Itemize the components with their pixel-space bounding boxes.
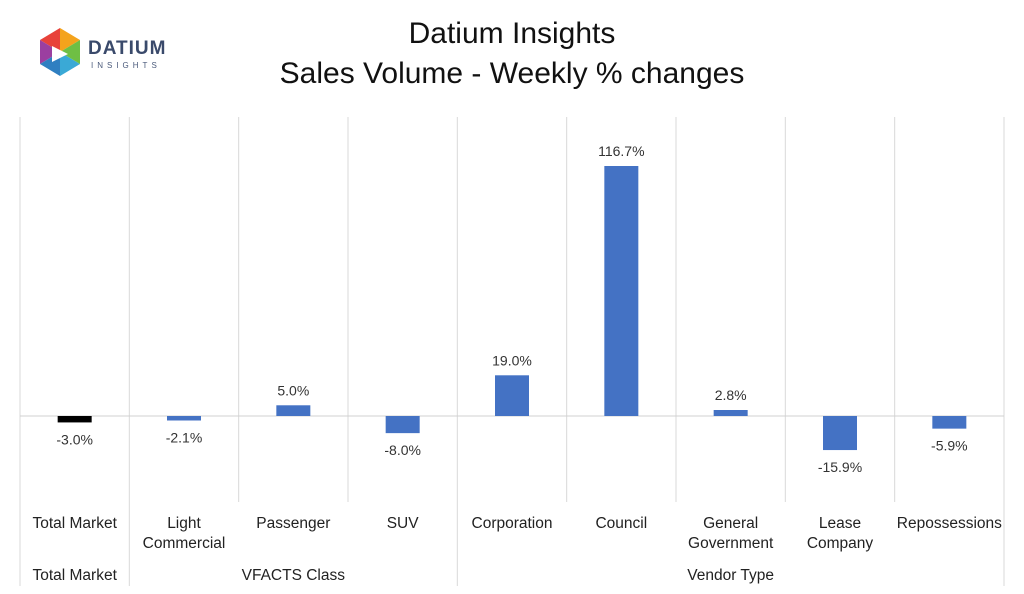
- category-label: Passenger: [256, 515, 330, 532]
- data-label: -2.1%: [166, 429, 203, 445]
- category-label: Corporation: [472, 515, 553, 532]
- datium-logo-icon: [40, 28, 80, 76]
- data-label: -3.0%: [56, 431, 93, 447]
- data-label: 2.8%: [715, 387, 747, 403]
- data-label: 116.7%: [598, 143, 644, 159]
- group-label: Total Market: [32, 567, 117, 584]
- bars: [57, 166, 967, 451]
- data-label: -15.9%: [818, 459, 862, 475]
- bar: [57, 416, 92, 423]
- category-label: SUV: [387, 515, 420, 532]
- data-label: 19.0%: [492, 352, 532, 368]
- data-labels: -3.0% -2.1% 5.0% -8.0% 19.0% 116.7% 2.8% -15.9%…: [56, 143, 967, 475]
- bar: [495, 375, 529, 416]
- category-label: Total Market: [32, 515, 117, 532]
- category-label: Commercial: [143, 535, 226, 552]
- bar: [276, 405, 311, 416]
- category-label: Repossessions: [897, 515, 1002, 532]
- chart-title: Datium Insights: [408, 17, 616, 50]
- category-labels: Total Market Light Commercial Passenger SUV C…: [32, 515, 1002, 552]
- logo-submark: INSIGHTS: [91, 61, 161, 70]
- group-label: Vendor Type: [687, 567, 774, 584]
- category-label: Light: [167, 515, 201, 532]
- bar: [713, 410, 748, 416]
- category-label: Council: [595, 515, 647, 532]
- category-label: Company: [807, 535, 874, 552]
- category-label: General: [703, 515, 758, 532]
- group-labels: Total Market VFACTS Class Vendor Type: [32, 567, 774, 584]
- data-label: -8.0%: [384, 442, 421, 458]
- logo-wordmark: DATIUM: [88, 38, 167, 59]
- group-label: VFACTS Class: [242, 567, 346, 584]
- chart-subtitle: Sales Volume - Weekly % changes: [279, 57, 745, 90]
- data-label: -5.9%: [931, 438, 968, 454]
- category-dividers: [19, 117, 1005, 586]
- data-label: 5.0%: [277, 382, 309, 398]
- bar: [167, 416, 201, 421]
- bar: [385, 416, 420, 434]
- category-label: Lease: [819, 515, 861, 532]
- bar: [823, 416, 857, 451]
- category-label: Government: [688, 535, 774, 552]
- bar: [604, 166, 639, 416]
- bar: [932, 416, 967, 429]
- datium-logo: DATIUM INSIGHTS: [38, 26, 188, 82]
